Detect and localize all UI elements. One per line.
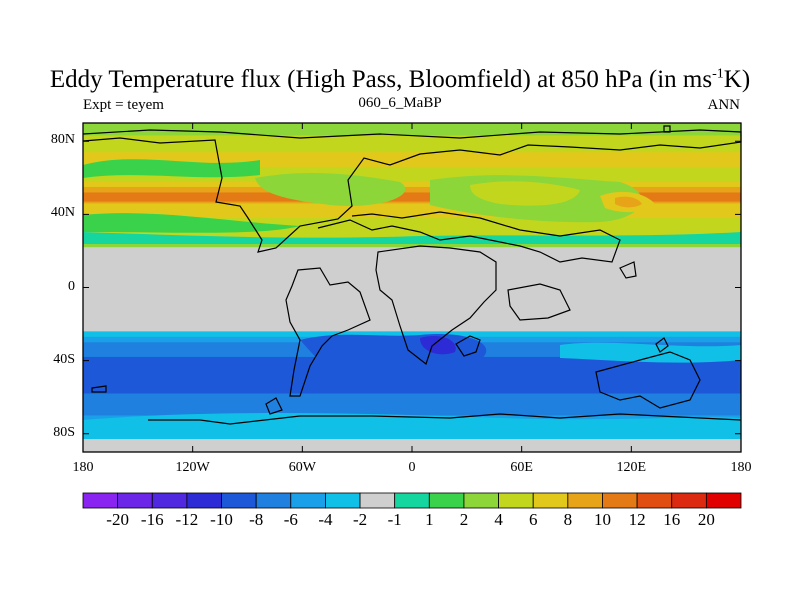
colorbar-label: -4 (318, 510, 333, 529)
coastline (375, 245, 497, 365)
colorbar-box (463, 492, 499, 509)
colorbar-box (498, 492, 534, 509)
contour-region (560, 342, 741, 363)
season-label: ANN (707, 97, 741, 113)
colorbar-label: 10 (593, 510, 611, 529)
colorbar-box (117, 492, 153, 509)
contour-region (83, 213, 300, 233)
coastline (285, 267, 371, 397)
colorbar-box (567, 492, 603, 509)
colorbar-label: 6 (528, 510, 538, 529)
colorbar-label: 16 (663, 510, 681, 529)
colorbar-box (82, 492, 119, 509)
coastline (265, 397, 283, 415)
y-tick-label: 80S (53, 424, 75, 440)
colorbar-label: 2 (459, 510, 469, 529)
colorbar-box (428, 492, 465, 509)
contour-region (615, 196, 642, 208)
continent-outlines (82, 125, 742, 425)
x-tick-label: 180 (730, 460, 752, 475)
colorbar-label: -8 (249, 510, 264, 529)
coastline (82, 129, 742, 253)
contour-band (83, 247, 741, 332)
colorbar-label: -16 (140, 510, 164, 529)
colorbar-label: -12 (175, 510, 199, 529)
colorbar-label: 4 (494, 510, 503, 529)
contour-region (83, 357, 230, 380)
contour-band (83, 192, 741, 202)
x-tick-label: 120W (175, 460, 210, 475)
coastline (317, 211, 621, 263)
colorbar-box (602, 492, 638, 509)
colorbar-box (151, 492, 188, 509)
coastline (655, 337, 669, 353)
colorbar-label: -10 (210, 510, 233, 529)
colorbar-box (255, 492, 292, 509)
chart-title: Eddy Temperature flux (High Pass, Bloomf… (49, 66, 751, 93)
x-tick-label: 180 (72, 460, 94, 475)
experiment-label: Expt = teyem (83, 97, 164, 113)
colorbar-box (705, 492, 742, 509)
colorbar-label: 1 (425, 510, 434, 529)
colorbar-box (394, 492, 430, 509)
colorbar-box (671, 492, 707, 509)
colorbar-box (636, 492, 673, 509)
y-tick-label: 0 (68, 278, 75, 294)
colorbar-label: 20 (697, 510, 715, 529)
coastline (455, 335, 481, 357)
contour-region (83, 232, 741, 244)
colorbar-label: -1 (387, 510, 402, 529)
colorbar-box (532, 492, 569, 509)
colorbar-box (359, 492, 396, 509)
x-tick-label: 120E (616, 460, 647, 475)
coastline (595, 351, 701, 409)
contour-region (420, 335, 456, 355)
coastline (663, 125, 671, 133)
y-tick-label: 80N (50, 132, 75, 148)
coastline (148, 413, 742, 425)
x-tick-label: 0 (408, 460, 416, 475)
colorbar-label: 12 (628, 510, 646, 529)
y-tick-label: 40S (53, 351, 75, 367)
contour-detail (83, 159, 741, 428)
contour-region (470, 181, 580, 206)
coastline (507, 283, 571, 321)
colorbar-label: -2 (352, 510, 368, 529)
contour-region (83, 159, 260, 178)
contour-region (83, 413, 741, 428)
colorbar-box (325, 492, 361, 509)
y-tick-label: 40N (50, 205, 75, 221)
colorbar-label: -6 (283, 510, 298, 529)
x-tick-label: 60W (288, 460, 316, 475)
contour-region (300, 334, 487, 367)
colorbar-label: -20 (106, 510, 129, 529)
coastline (91, 385, 107, 393)
center-label: 060_6_MaBP (358, 95, 442, 111)
colorbar-label: 8 (563, 510, 573, 529)
colorbar-box (290, 492, 326, 509)
x-tick-label: 60E (510, 460, 533, 475)
contour-region (255, 173, 406, 206)
coastline (619, 261, 637, 279)
contour-band (83, 439, 741, 452)
colorbar-box (221, 492, 257, 509)
colorbar-box (186, 492, 222, 509)
